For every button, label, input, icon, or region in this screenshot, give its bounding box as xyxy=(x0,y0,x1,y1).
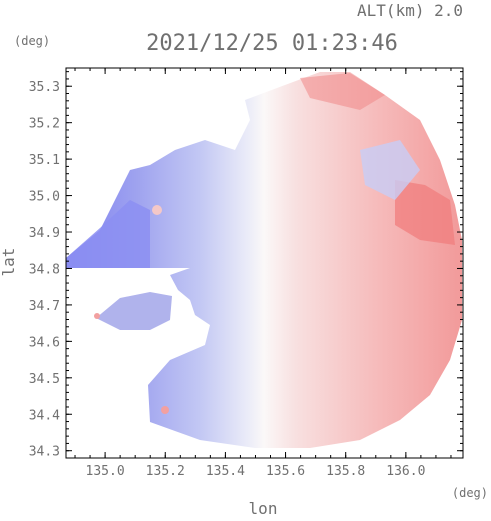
x-tick-label: 135.6 xyxy=(266,464,305,479)
x-tick-label: 135.2 xyxy=(146,464,185,479)
y-unit-label: (deg) xyxy=(14,34,50,48)
x-ticks: 135.0 135.2 135.4 135.6 135.8 136.0 xyxy=(74,68,452,479)
y-axis-label: lat xyxy=(0,248,18,277)
plot-frame xyxy=(65,67,464,459)
echo-speck-mid xyxy=(152,205,162,215)
altitude-label: ALT(km) 2.0 xyxy=(357,1,463,20)
y-tick-label: 34.7 xyxy=(29,299,60,314)
y-tick-label: 34.3 xyxy=(29,445,60,460)
velocity-field xyxy=(66,72,462,448)
echo-region-west-band xyxy=(66,200,150,268)
echo-speck-west xyxy=(94,313,100,319)
x-tick-label: 136.0 xyxy=(386,464,425,479)
y-tick-label: 35.0 xyxy=(29,190,60,205)
y-tick-label: 34.4 xyxy=(29,408,60,423)
x-unit-label: (deg) xyxy=(452,486,488,500)
y-tick-label: 35.1 xyxy=(29,153,60,168)
y-tick-label: 34.5 xyxy=(29,372,60,387)
chart-title: 2021/12/25 01:23:46 xyxy=(146,31,398,56)
y-tick-label: 35.3 xyxy=(29,80,60,95)
echo-speck-south xyxy=(161,406,169,414)
y-tick-label: 34.6 xyxy=(29,335,60,350)
x-tick-label: 135.8 xyxy=(326,464,365,479)
echo-hotspot-east xyxy=(395,180,455,245)
y-tick-label: 35.2 xyxy=(29,117,60,132)
x-axis-label: lon xyxy=(249,499,278,518)
x-tick-label: 135.0 xyxy=(86,464,125,479)
y-ticks: 34.3 34.4 34.5 34.6 34.7 34.8 34.9 35.0 35.1 35.2… xyxy=(29,71,463,460)
echo-patch-northeast xyxy=(360,140,420,200)
y-tick-label: 34.8 xyxy=(29,262,60,277)
x-tick-label: 135.4 xyxy=(206,464,245,479)
echo-region-south-arm xyxy=(96,292,172,330)
echo-hotspot-north xyxy=(300,73,385,110)
y-tick-label: 34.9 xyxy=(29,226,60,241)
